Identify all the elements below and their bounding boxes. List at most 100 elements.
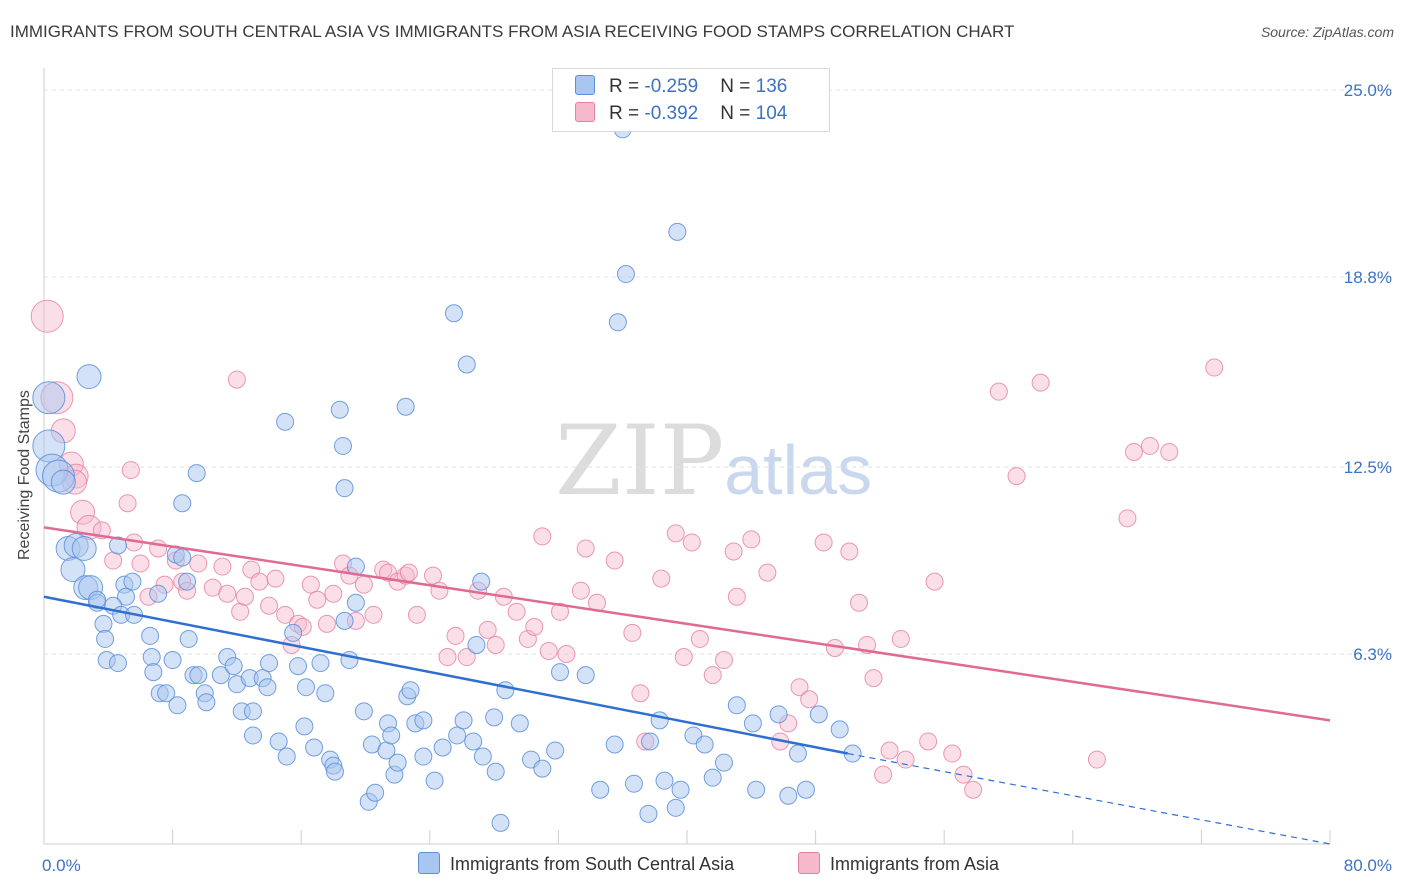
asia-point — [231, 602, 250, 621]
legend-item-label: Immigrants from Asia — [830, 854, 1000, 874]
south-central-asia-point — [425, 771, 444, 790]
asia-point — [989, 382, 1008, 401]
asia-point — [714, 651, 733, 670]
x-tick-label: 80.0% — [1344, 856, 1392, 875]
south-central-asia-point — [284, 623, 303, 642]
asia-point — [379, 563, 398, 582]
asia-point — [407, 605, 426, 624]
south-central-asia-point — [454, 711, 473, 730]
south-central-asia-point — [141, 626, 160, 645]
asia-point — [850, 593, 869, 612]
asia-point — [742, 530, 761, 549]
asia-point — [703, 666, 722, 685]
south-central-asia-point — [747, 780, 766, 799]
south-central-asia-point — [325, 762, 344, 781]
south-central-asia-point — [123, 572, 142, 591]
asia-point — [218, 584, 237, 603]
asia-point — [301, 575, 320, 594]
legend-r-label: R = — [609, 76, 645, 97]
asia-point — [874, 765, 893, 784]
asia-point — [235, 587, 254, 606]
south-central-asia-point — [354, 702, 373, 721]
south-central-asia-point — [108, 536, 127, 555]
south-central-asia-point — [591, 780, 610, 799]
asia-point — [727, 587, 746, 606]
x-tick-label: 0.0% — [42, 856, 81, 875]
south-central-asia-point — [157, 684, 176, 703]
tick-labels: 6.3% 12.5% 18.8% 25.0% 0.0% 80.0% — [42, 81, 1392, 875]
asia-point — [690, 629, 709, 648]
asia-point — [266, 569, 285, 588]
asia-point — [1087, 750, 1106, 769]
asia-point — [758, 563, 777, 582]
asia-point — [605, 551, 624, 570]
blue-swatch — [575, 75, 595, 95]
south-central-asia-point — [276, 412, 295, 431]
south-central-asia-point — [533, 759, 552, 778]
asia-point — [70, 499, 96, 525]
south-central-asia-point — [189, 666, 208, 685]
south-central-asia-point — [467, 635, 486, 654]
asia-point — [1124, 442, 1143, 461]
legend-item-south-central-asia[interactable]: Immigrants from South Central Asia — [418, 852, 734, 875]
legend-item-asia[interactable]: Immigrants from Asia — [798, 852, 999, 875]
asia-point — [623, 623, 642, 642]
south-central-asia-point — [224, 657, 243, 676]
south-central-asia-point — [96, 629, 115, 648]
south-central-asia-point — [546, 741, 565, 760]
south-central-asia-point — [366, 783, 385, 802]
blue-swatch — [418, 852, 440, 874]
trend-lines — [43, 526, 1331, 845]
asia-point — [354, 575, 373, 594]
legend-n-label: N = — [720, 103, 756, 124]
south-central-asia-point — [788, 744, 807, 763]
south-central-asia-point — [796, 780, 815, 799]
legend-r-value: -0.259 — [644, 76, 699, 97]
asia-trend-line — [43, 526, 1331, 722]
asia-point — [1160, 442, 1179, 461]
south-central-asia-point — [149, 584, 168, 603]
pink-swatch — [798, 852, 820, 874]
south-central-asia-point — [297, 678, 316, 697]
watermark-zip: ZIP — [555, 405, 725, 517]
asia-point — [308, 590, 327, 609]
south-central-asia-point — [464, 732, 483, 751]
pink-swatch — [575, 102, 595, 122]
legend-r-label: R = — [609, 103, 645, 124]
asia-point — [399, 563, 418, 582]
legend-n-value: 104 — [755, 103, 788, 124]
south-central-asia-point — [333, 436, 352, 455]
asia-point — [525, 617, 544, 636]
south-central-asia-point — [311, 654, 330, 673]
source-label: Source: ZipAtlas.com — [1260, 24, 1394, 40]
asia-point — [954, 765, 973, 784]
south-central-asia-point — [496, 681, 515, 700]
south-central-asia-point — [243, 726, 262, 745]
y-tick-label: 25.0% — [1344, 81, 1392, 100]
asia-point — [964, 780, 983, 799]
south-central-asia-point — [277, 747, 296, 766]
south-central-asia-point — [269, 732, 288, 751]
south-central-asia-point — [510, 714, 529, 733]
south-central-asia-trend-extension — [847, 752, 1331, 845]
asia-point — [557, 645, 576, 664]
asia-point — [227, 370, 246, 389]
asia-point — [424, 566, 443, 585]
south-central-asia-point — [187, 464, 206, 483]
asia-point — [864, 669, 883, 688]
south-central-asia-point — [616, 265, 635, 284]
south-central-asia-point — [178, 572, 197, 591]
south-central-asia-point — [168, 696, 187, 715]
asia-point — [507, 602, 526, 621]
correlation-legend: R = -0.259 N = 136 R = -0.392 N = 104 — [552, 68, 830, 132]
south-central-asia-point — [769, 705, 788, 724]
asia-point — [1140, 436, 1159, 455]
south-central-asia-point — [639, 804, 658, 823]
south-central-asia-point — [144, 663, 163, 682]
asia-point — [919, 732, 938, 751]
south-central-asia-point — [668, 222, 687, 241]
south-central-asia-point — [396, 397, 415, 416]
south-central-asia-point — [641, 732, 660, 751]
asia-point — [724, 542, 743, 561]
